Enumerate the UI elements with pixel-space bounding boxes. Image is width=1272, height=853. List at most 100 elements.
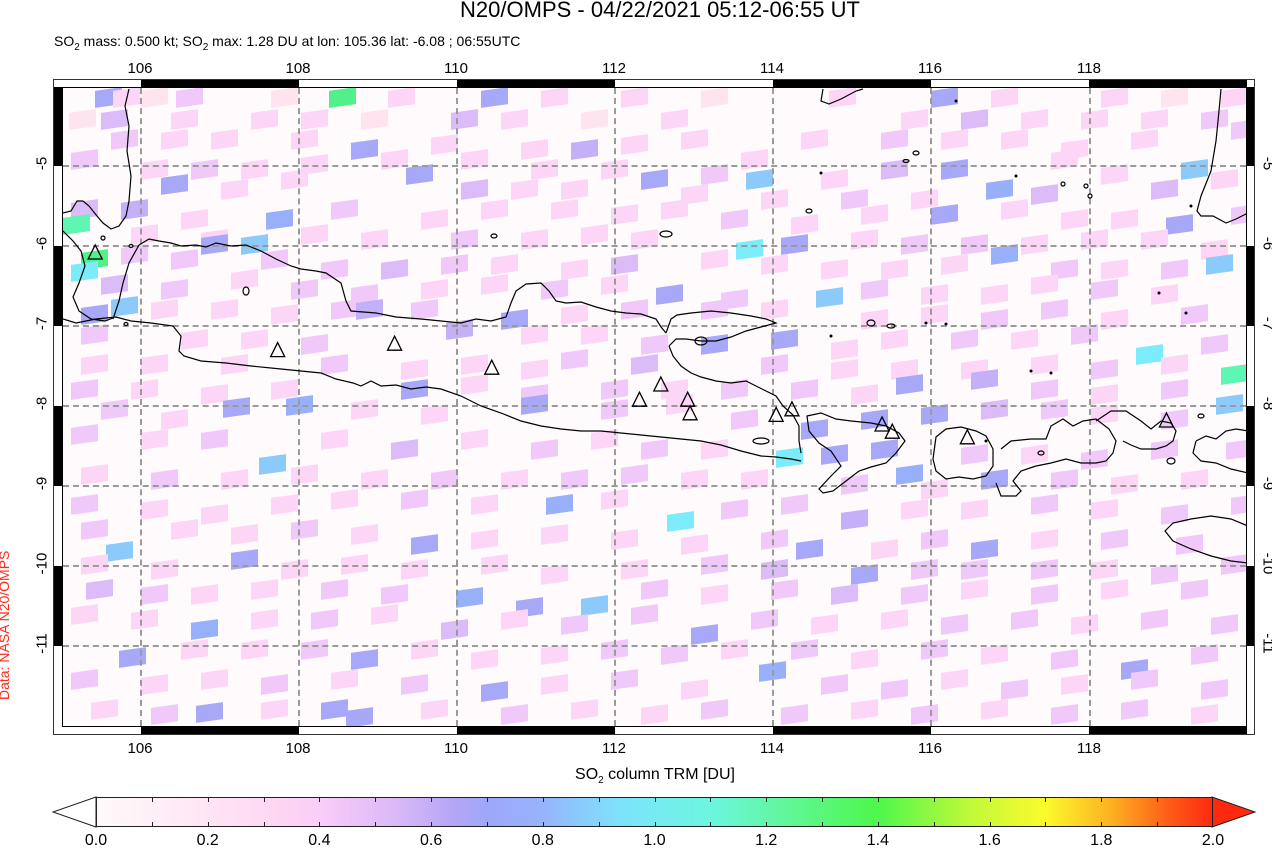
y-axis-left-label: -5 xyxy=(33,156,51,171)
colorbar-tick xyxy=(710,797,712,802)
colorbar-tick xyxy=(1157,797,1159,802)
colorbar-tick-label: 1.6 xyxy=(978,832,1001,849)
colorbar-tick xyxy=(1045,797,1047,802)
frame-segment xyxy=(457,727,615,734)
colorbar-tick xyxy=(710,822,712,827)
volcano-markers xyxy=(87,243,1175,445)
colorbar-tick-label: 0.0 xyxy=(84,832,108,849)
colorbar-tick xyxy=(598,822,600,827)
colorbar-tick xyxy=(207,797,209,802)
volcano-icon xyxy=(1158,411,1175,428)
colorbar-tick xyxy=(431,797,433,802)
frame-segment xyxy=(773,727,931,734)
volcano-icon xyxy=(783,400,801,417)
volcano-icon xyxy=(652,375,669,392)
frame-segment xyxy=(141,80,299,87)
x-axis-top-label: 112 xyxy=(602,60,626,77)
colorbar-tick xyxy=(933,822,935,827)
y-axis-left-label: -9 xyxy=(33,476,51,491)
volcano-icon xyxy=(483,358,500,375)
x-axis-bottom-label: 106 xyxy=(127,740,153,757)
colorbar-tick xyxy=(989,822,991,827)
frame-segment xyxy=(1246,246,1254,326)
x-axis-bottom-label: 118 xyxy=(1077,740,1101,757)
colorbar-tick xyxy=(319,797,321,802)
x-axis-bottom-label: 112 xyxy=(602,740,626,757)
frame-segment xyxy=(1246,406,1254,486)
colorbar-tick xyxy=(766,797,768,802)
volcano-icon xyxy=(386,334,403,351)
colorbar-tick xyxy=(598,797,600,802)
colorbar-tick-label: 2.0 xyxy=(1201,832,1225,849)
colorbar-tick xyxy=(486,822,488,827)
colorbar-tick xyxy=(263,822,265,827)
so2-map-plot[interactable] xyxy=(62,87,1247,727)
colorbar-tick xyxy=(375,797,377,802)
colorbar-tick xyxy=(822,797,824,802)
x-axis-bottom-label: 114 xyxy=(760,740,784,757)
gridline-lon-106 xyxy=(140,88,142,726)
gridline-lat-7 xyxy=(63,325,1246,327)
gridline-lon-114 xyxy=(772,88,774,726)
y-axis-right-label: -5 xyxy=(1259,156,1272,171)
frame-segment xyxy=(54,406,62,486)
y-axis-left-label: -10 xyxy=(33,552,51,575)
colorbar-tick xyxy=(766,822,768,827)
coastline-layer xyxy=(63,88,1246,564)
y-axis-right-label: -7 xyxy=(1259,316,1272,331)
gridline-lat-9 xyxy=(63,485,1246,487)
colorbar-tick xyxy=(877,797,879,802)
frame-segment xyxy=(141,727,299,734)
volcano-icon xyxy=(884,422,901,439)
frame-segment xyxy=(1089,80,1247,87)
frame-segment xyxy=(1089,727,1247,734)
colorbar-tick xyxy=(822,822,824,827)
volcano-icon xyxy=(681,404,699,421)
y-axis-left-label: -11 xyxy=(33,633,51,654)
colorbar-tick xyxy=(319,822,321,827)
gridline-lat-10 xyxy=(63,565,1246,567)
colorbar-tick xyxy=(654,797,656,802)
colorbar-tick xyxy=(1157,822,1159,827)
map-subtitle: SO2 mass: 0.500 kt; SO2 max: 1.28 DU at … xyxy=(54,33,521,53)
y-axis-left-label: -7 xyxy=(33,316,51,331)
volcano-icon xyxy=(631,390,648,407)
volcano-icon xyxy=(87,243,104,260)
gridline-lat-8 xyxy=(63,405,1246,407)
frame-segment xyxy=(1246,566,1254,646)
volcano-icon xyxy=(679,390,696,407)
colorbar-tick xyxy=(542,797,544,802)
frame-segment xyxy=(773,80,931,87)
colorbar-min-arrow xyxy=(51,796,97,828)
gridline-lon-116 xyxy=(930,88,932,726)
colorbar-tick xyxy=(151,822,153,827)
colorbar-tick xyxy=(1101,822,1103,827)
frame-segment xyxy=(54,246,62,326)
gridline-lat-5 xyxy=(63,165,1246,167)
x-axis-top-label: 108 xyxy=(285,60,311,77)
colorbar-tick xyxy=(151,797,153,802)
colorbar-tick xyxy=(877,822,879,827)
volcano-icon xyxy=(768,405,785,423)
y-axis-left-label: -6 xyxy=(33,236,51,251)
gridline-lon-118 xyxy=(1089,88,1091,726)
y-axis-right-label: -11 xyxy=(1259,633,1272,654)
colorbar-tick-label: 0.6 xyxy=(419,832,443,849)
colorbar-tick-label: 1.8 xyxy=(1090,832,1113,849)
x-axis-top-label: 118 xyxy=(1077,60,1101,77)
y-axis-right-label: -9 xyxy=(1259,476,1272,491)
gridline-lat-11 xyxy=(63,645,1246,647)
frame-segment xyxy=(457,80,615,87)
x-axis-bottom-label: 110 xyxy=(444,740,468,757)
x-axis-top-label: 106 xyxy=(127,60,153,77)
frame-segment xyxy=(54,566,62,646)
gridline-lon-108 xyxy=(298,88,300,726)
colorbar-tick-label: 0.2 xyxy=(196,832,219,849)
colorbar-tick xyxy=(933,797,935,802)
y-axis-right-label: -10 xyxy=(1259,552,1272,575)
volcano-icon xyxy=(959,428,976,445)
gridline-lon-112 xyxy=(614,88,616,726)
colorbar-tick xyxy=(654,822,656,827)
data-credit: Data: NASA N20/OMPS xyxy=(0,550,12,700)
x-axis-top-label: 110 xyxy=(444,60,468,77)
